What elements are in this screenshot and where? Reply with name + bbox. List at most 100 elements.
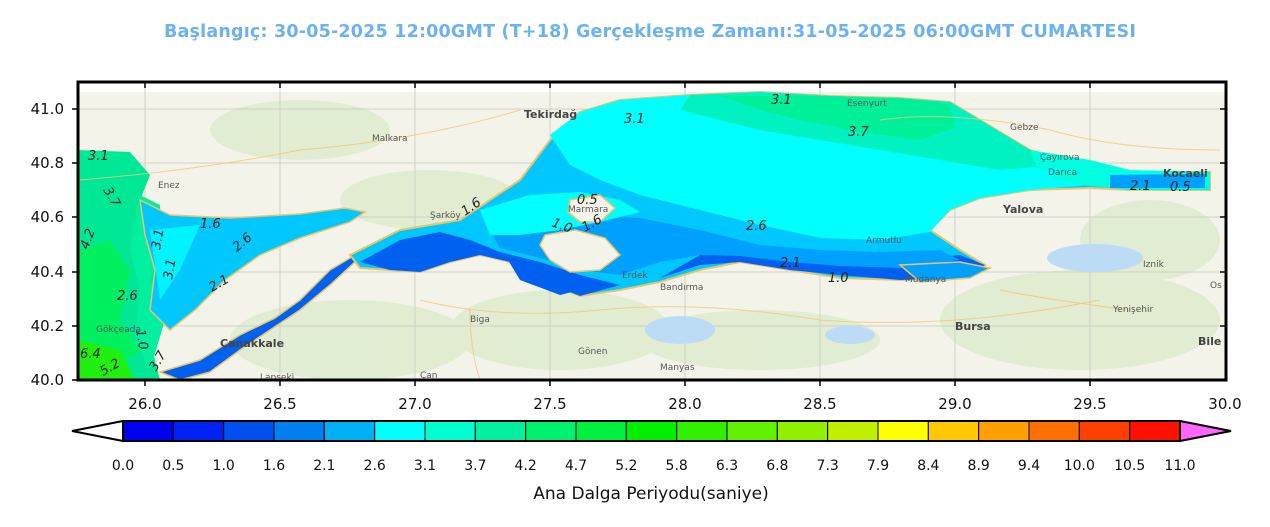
svg-text:Darıca: Darıca [1048,168,1077,178]
colorbar-tick-label: 10.5 [1114,458,1145,474]
colorbar-tick-label: 11.0 [1164,458,1195,474]
y-tick-label: 41.0 [31,100,64,118]
colorbar-cell [525,420,577,442]
colorbar-tick-label: 9.4 [1018,458,1040,474]
svg-text:Yenişehir: Yenişehir [1112,305,1153,315]
contour-label: 3.1 [624,112,645,127]
colorbar-cell [1129,420,1181,442]
colorbar-tick-label: 2.6 [364,458,386,474]
svg-text:Çayırova: Çayırova [1040,153,1079,163]
colorbar-tick-label: 10.0 [1064,458,1095,474]
contour-label: 3.1 [161,258,179,281]
colorbar-cell [172,420,225,442]
colorbar-tick-label: 7.3 [817,458,839,474]
colorbar-cell [223,420,275,442]
colorbar-cell [625,420,678,442]
contour-label: 6.4 [80,347,101,362]
contour-label: 1.0 [132,328,150,351]
contour-label: 2.1 [780,256,801,271]
place-names: Tekirdağ Yalova Bursa Çanakkale Bandırma… [96,99,1222,383]
marmara-islands [539,229,622,273]
colorbar-cells [122,420,1181,442]
colorbar-cell [676,420,728,442]
colorbar-tick-label: 3.1 [414,458,436,474]
colorbar-cell [927,420,980,442]
colorbar-tick-label: 3.7 [464,458,486,474]
colorbar-tick-label: 6.8 [766,458,788,474]
svg-text:Yalova: Yalova [1002,203,1043,216]
contour-label: 0.5 [1170,180,1191,195]
colorbar-label: Ana Dalga Periyodu(saniye) [533,484,768,504]
svg-text:Şarköy: Şarköy [430,211,461,221]
x-tick-label: 27.5 [533,395,566,413]
contour-label: 3.1 [88,149,109,164]
svg-text:Gebze: Gebze [1010,123,1039,133]
map-frame [76,80,1228,382]
lakes [645,244,1143,344]
contour-label: 3.1 [771,93,792,108]
colorbar-cell [877,420,929,442]
roads [79,109,1221,380]
y-tick-label: 40.8 [31,154,64,172]
contour-label: 1.0 [828,271,849,286]
svg-text:Lapseki: Lapseki [260,373,294,383]
svg-text:Enez: Enez [158,181,180,191]
svg-text:Armutlu: Armutlu [866,236,902,246]
colorbar-cell [776,420,829,442]
colorbar-tick-label: 1.0 [213,458,235,474]
colorbar-cell [474,420,527,442]
svg-text:Biga: Biga [470,315,490,325]
colorbar-cell [1078,420,1131,442]
tick-marks [72,82,1226,386]
y-axis: 41.0 40.8 40.6 40.4 40.2 40.0 [31,100,64,389]
contour-label: 1.0 [550,216,575,237]
svg-text:Bile: Bile [1198,335,1221,348]
colorbar-tick-label: 0.0 [112,458,134,474]
colorbar-cell [122,420,174,442]
contour-label: 1.6 [200,217,221,232]
svg-text:Os: Os [1210,281,1222,291]
map-panel: Tekirdağ Yalova Bursa Çanakkale Bandırma… [78,82,1226,383]
x-tick-label: 28.0 [668,395,701,413]
colorbar-cell [424,420,476,442]
svg-text:Gönen: Gönen [578,347,607,357]
x-axis: 26.0 26.5 27.0 27.5 28.0 28.5 29.0 29.5 … [128,395,1241,413]
x-tick-label: 27.0 [398,395,431,413]
contour-label: 4.2 [78,227,99,252]
svg-text:Erdek: Erdek [622,271,648,281]
colorbar-tick-label: 6.3 [716,458,738,474]
svg-text:Gökçeada: Gökçeada [96,325,141,335]
x-tick-label: 30.0 [1208,395,1241,413]
x-tick-label: 28.5 [803,395,836,413]
colorbar-tick-label: 0.5 [162,458,184,474]
y-tick-label: 40.4 [31,263,64,281]
contour-label: 2.6 [117,289,138,304]
svg-text:Bursa: Bursa [955,320,991,333]
colorbar-over-arrow [1179,419,1232,443]
colorbar-cell [323,420,376,442]
colorbar-tick-label: 2.1 [313,458,335,474]
svg-text:Kocaeli: Kocaeli [1163,167,1208,180]
colorbar-cell [273,420,325,442]
colorbar-tick-label: 5.8 [666,458,688,474]
x-tick-label: 26.5 [263,395,296,413]
colorbar-tick-label: 7.9 [867,458,889,474]
x-tick-label: 29.5 [1073,395,1106,413]
svg-text:Malkara: Malkara [372,134,408,144]
colorbar-tick-label: 5.2 [615,458,637,474]
svg-text:Esenyurt: Esenyurt [847,99,887,109]
contour-label: 2.1 [1130,179,1151,194]
svg-text:Çan: Çan [420,371,438,381]
colorbar-tick-label: 4.2 [515,458,537,474]
svg-text:Çanakkale: Çanakkale [220,337,284,350]
contour-label: 0.5 [577,193,598,208]
y-tick-label: 40.0 [31,371,64,389]
colorbar-cell [978,420,1030,442]
colorbar-ticks: 0.0 0.5 1.0 1.6 2.1 2.6 3.1 3.7 4.2 4.7 5.2 5.8 6.3 6… [112,458,1196,474]
y-tick-label: 40.2 [31,317,64,335]
contour-label: 3.1 [149,228,167,251]
colorbar-cell [726,420,778,442]
colorbar-tick-label: 8.9 [968,458,990,474]
colorbar-tick-label: 4.7 [565,458,587,474]
